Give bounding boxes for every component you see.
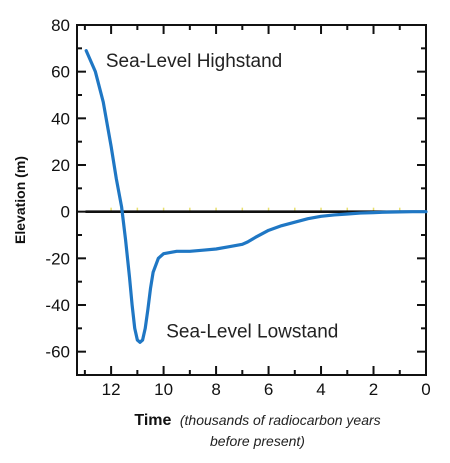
plot-frame <box>76 24 427 376</box>
series-layer <box>84 49 428 344</box>
y-axis-label: Elevation (m) <box>12 156 28 244</box>
x-axis-label-main: Time <box>134 412 171 429</box>
x-tick-label: 0 <box>421 380 430 399</box>
y-tick-label: 20 <box>51 156 70 175</box>
y-axis-ticks: 80 60 40 20 0 -20 -40 -60 <box>45 16 426 376</box>
annotation-highstand: Sea-Level Highstand <box>106 51 282 72</box>
y-tick-label: -60 <box>45 343 70 362</box>
x-tick-label: 4 <box>316 380 325 399</box>
y-tick-label: 0 <box>61 203 70 222</box>
y-tick-label: 40 <box>51 109 70 128</box>
y-tick-label: -20 <box>45 249 70 268</box>
x-axis-ticks: 12 10 8 6 4 2 0 <box>83 25 431 399</box>
sea-level-curve <box>84 49 428 344</box>
x-axis-label: Time (thousands of radiocarbon years <box>134 412 380 429</box>
y-tick-label: -40 <box>45 296 70 315</box>
x-tick-label: 12 <box>102 380 121 399</box>
y-tick-label: 80 <box>51 16 70 35</box>
x-tick-label: 10 <box>154 380 173 399</box>
x-tick-label: 6 <box>264 380 273 399</box>
y-tick-label: 60 <box>51 63 70 82</box>
x-tick-label: 8 <box>211 380 220 399</box>
annotation-lowstand: Sea-Level Lowstand <box>166 322 338 343</box>
x-axis-label-sub-2: before present) <box>210 433 305 449</box>
x-axis-label-sub-1: (thousands of radiocarbon years <box>180 412 381 428</box>
x-tick-label: 2 <box>369 380 378 399</box>
